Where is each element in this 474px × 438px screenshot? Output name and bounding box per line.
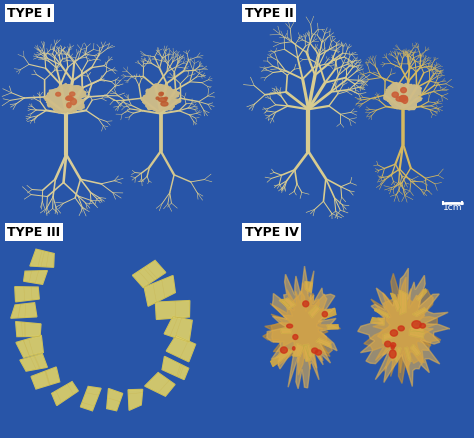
Polygon shape xyxy=(304,344,313,357)
Polygon shape xyxy=(30,249,54,267)
Polygon shape xyxy=(410,329,424,338)
Polygon shape xyxy=(162,357,189,379)
Polygon shape xyxy=(392,92,399,97)
Polygon shape xyxy=(384,83,422,110)
Polygon shape xyxy=(271,291,334,368)
Text: TYPE III: TYPE III xyxy=(7,226,60,239)
Polygon shape xyxy=(263,283,340,375)
Polygon shape xyxy=(279,300,290,307)
Polygon shape xyxy=(391,293,401,311)
Polygon shape xyxy=(16,321,41,336)
Polygon shape xyxy=(281,347,287,353)
Polygon shape xyxy=(410,345,420,356)
Polygon shape xyxy=(155,300,190,319)
Polygon shape xyxy=(145,373,175,396)
Polygon shape xyxy=(44,84,86,113)
Polygon shape xyxy=(293,335,298,339)
Polygon shape xyxy=(293,343,304,357)
Polygon shape xyxy=(67,96,72,100)
Polygon shape xyxy=(128,389,143,410)
Polygon shape xyxy=(161,92,164,95)
Polygon shape xyxy=(267,266,338,389)
Polygon shape xyxy=(378,289,433,373)
Polygon shape xyxy=(315,350,321,355)
Polygon shape xyxy=(391,343,396,347)
Polygon shape xyxy=(16,336,43,357)
Polygon shape xyxy=(52,381,78,406)
Polygon shape xyxy=(287,324,292,328)
Polygon shape xyxy=(391,345,394,349)
Polygon shape xyxy=(164,316,192,342)
Polygon shape xyxy=(396,97,404,101)
Text: TYPE IV: TYPE IV xyxy=(245,226,298,239)
Polygon shape xyxy=(305,282,312,293)
Polygon shape xyxy=(67,103,71,108)
Polygon shape xyxy=(141,84,181,112)
Polygon shape xyxy=(390,350,396,358)
Polygon shape xyxy=(71,99,76,105)
Polygon shape xyxy=(400,96,405,102)
Polygon shape xyxy=(400,290,407,315)
Polygon shape xyxy=(405,347,411,362)
Polygon shape xyxy=(107,389,123,411)
Polygon shape xyxy=(144,276,175,306)
Polygon shape xyxy=(400,95,407,101)
Polygon shape xyxy=(15,287,39,302)
Polygon shape xyxy=(395,348,401,362)
Polygon shape xyxy=(385,341,391,347)
Polygon shape xyxy=(156,97,159,99)
Polygon shape xyxy=(24,271,47,284)
Polygon shape xyxy=(358,268,450,386)
Polygon shape xyxy=(281,328,292,333)
Text: TYPE I: TYPE I xyxy=(7,7,51,20)
Polygon shape xyxy=(141,84,181,112)
Polygon shape xyxy=(402,96,408,103)
Polygon shape xyxy=(391,330,398,336)
Polygon shape xyxy=(303,301,309,307)
Polygon shape xyxy=(81,386,101,411)
Polygon shape xyxy=(364,273,441,384)
Polygon shape xyxy=(412,321,421,328)
Polygon shape xyxy=(322,311,328,317)
Polygon shape xyxy=(316,339,331,347)
Polygon shape xyxy=(166,336,195,362)
Polygon shape xyxy=(20,354,47,371)
Text: 1cm: 1cm xyxy=(443,203,463,212)
Polygon shape xyxy=(312,348,318,353)
Polygon shape xyxy=(161,102,168,106)
Polygon shape xyxy=(271,349,293,367)
Polygon shape xyxy=(323,308,336,319)
Polygon shape xyxy=(401,88,406,93)
Polygon shape xyxy=(383,332,395,340)
Polygon shape xyxy=(44,84,86,113)
Polygon shape xyxy=(281,298,296,309)
Polygon shape xyxy=(11,303,37,318)
Polygon shape xyxy=(410,325,424,332)
Polygon shape xyxy=(164,97,167,99)
Polygon shape xyxy=(375,308,389,318)
Polygon shape xyxy=(420,324,426,328)
Polygon shape xyxy=(70,92,75,96)
Polygon shape xyxy=(327,325,338,329)
Polygon shape xyxy=(66,96,73,100)
Text: TYPE II: TYPE II xyxy=(245,7,293,20)
Polygon shape xyxy=(309,306,320,318)
Polygon shape xyxy=(303,345,310,361)
Polygon shape xyxy=(133,261,166,287)
Polygon shape xyxy=(158,98,167,102)
Polygon shape xyxy=(31,367,60,389)
Polygon shape xyxy=(398,326,404,331)
Polygon shape xyxy=(56,92,61,96)
Polygon shape xyxy=(292,347,295,350)
Polygon shape xyxy=(159,92,163,96)
Polygon shape xyxy=(384,83,422,110)
Polygon shape xyxy=(416,289,427,301)
Polygon shape xyxy=(412,308,427,316)
Polygon shape xyxy=(371,318,384,325)
